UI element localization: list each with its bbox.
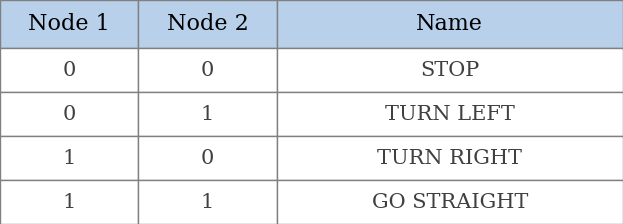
Text: 1: 1: [201, 192, 214, 211]
Text: Node 1: Node 1: [28, 13, 110, 35]
Bar: [277, 180, 623, 224]
Text: 0: 0: [201, 149, 214, 168]
Text: TURN LEFT: TURN LEFT: [385, 105, 515, 124]
Text: 0: 0: [201, 61, 214, 80]
Bar: [138, 92, 277, 136]
Text: 1: 1: [201, 105, 214, 124]
Bar: [138, 0, 277, 48]
Bar: [138, 180, 277, 224]
Bar: [0, 136, 138, 180]
Text: 1: 1: [62, 192, 76, 211]
Text: TURN RIGHT: TURN RIGHT: [378, 149, 522, 168]
Text: 1: 1: [62, 149, 76, 168]
Text: 0: 0: [62, 61, 76, 80]
Bar: [277, 92, 623, 136]
Text: GO STRAIGHT: GO STRAIGHT: [371, 192, 528, 211]
Bar: [138, 48, 277, 92]
Bar: [0, 0, 138, 48]
Bar: [277, 48, 623, 92]
Text: Node 2: Node 2: [166, 13, 249, 35]
Bar: [0, 92, 138, 136]
Bar: [277, 136, 623, 180]
Bar: [138, 136, 277, 180]
Bar: [0, 48, 138, 92]
Text: STOP: STOP: [420, 61, 480, 80]
Bar: [277, 0, 623, 48]
Text: 0: 0: [62, 105, 76, 124]
Text: Name: Name: [416, 13, 483, 35]
Bar: [0, 180, 138, 224]
